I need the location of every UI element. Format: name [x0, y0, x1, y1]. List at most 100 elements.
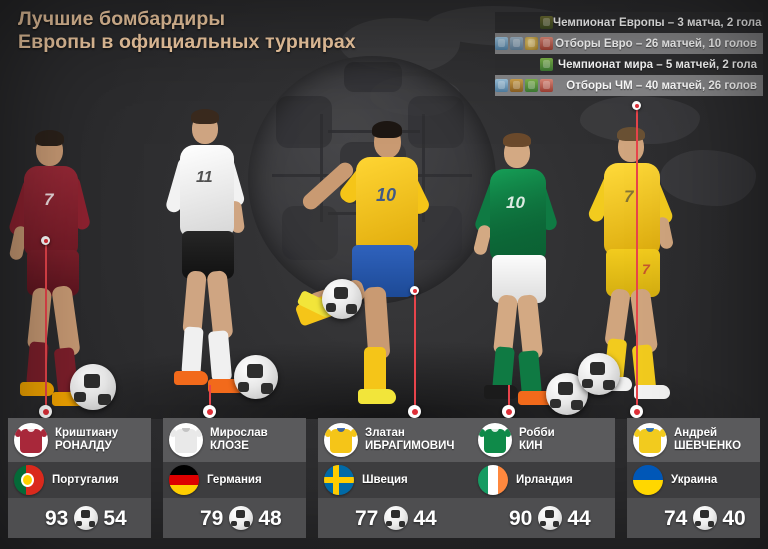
shoe-standing [358, 389, 396, 404]
legend-icons-euro-qualifiers [495, 37, 553, 50]
card-stats-row: 74 40 [627, 498, 760, 538]
euro-qualifier-icon-4 [540, 37, 553, 50]
euro-trophy-icon [540, 16, 553, 29]
matches-count: 93 [45, 506, 69, 530]
stadium-icon [170, 504, 195, 532]
country-name: Португалия [52, 474, 119, 486]
sock-front [207, 330, 233, 382]
player-last-name: КИН [519, 440, 543, 452]
card-country-row: Германия [163, 462, 306, 498]
player-card-ronaldo[interactable]: Криштиану РОНАЛДУ Португалия 93 [8, 418, 151, 538]
player-name: Криштиану РОНАЛДУ [55, 427, 118, 453]
player-figure-ronaldo: 7 [7, 126, 158, 431]
matches-count: 74 [664, 506, 688, 530]
player-last-name: РОНАЛДУ [55, 440, 112, 452]
shorts-number: 7 [642, 261, 650, 277]
connector-line-1 [45, 240, 47, 418]
card-name-row: Мирослав КЛОЗЕ [163, 418, 306, 462]
jersey-avatar-icon [169, 423, 203, 457]
stadium-icon [15, 504, 40, 532]
shoe-front [634, 385, 670, 399]
legend-row-world-cup: Чемпионат мира – 5 матчей, 2 гола [495, 54, 763, 75]
shirt-number: 7 [44, 190, 54, 209]
shirt-number: 10 [506, 193, 525, 212]
euro-qualifier-icon-1 [495, 37, 508, 50]
card-stats-row: 77 44 [318, 498, 478, 538]
leg-front [206, 270, 234, 340]
player-card-keane[interactable]: Робби КИН Ирландия 90 44 [472, 418, 615, 538]
goals-count: 54 [103, 506, 127, 530]
jersey [490, 169, 546, 261]
player-first-name: Златан [365, 427, 405, 439]
connector-line-4 [508, 385, 510, 418]
jersey-avatar-icon [633, 423, 667, 457]
stadium-icon [634, 504, 659, 532]
connector-bottom-dot-5 [630, 405, 643, 418]
card-name-row: Златан ИБРАГИМОВИЧ [318, 418, 478, 462]
player-first-name: Криштиану [55, 427, 119, 439]
matches-count: 90 [509, 506, 533, 530]
jersey [24, 166, 78, 256]
shirt-number: 7 [624, 187, 634, 206]
connector-bottom-dot-4 [502, 405, 515, 418]
player-first-name: Робби [519, 427, 555, 439]
soccer-ball [322, 279, 362, 319]
player-figure-shevchenko: 7 7 [578, 121, 760, 431]
legend-icons-wc-qualifiers [495, 79, 553, 92]
soccer-ball-icon [229, 506, 254, 530]
wc-qualifier-icon-3 [525, 79, 538, 92]
legend-label-euro-qualifiers: Отборы Евро – 26 матчей, 10 голов [555, 37, 757, 50]
player-first-name: Мирослав [210, 427, 268, 439]
player-card-ibrahimovic[interactable]: Златан ИБРАГИМОВИЧ Швеция 77 [318, 418, 478, 538]
flag-portugal-icon [14, 465, 44, 495]
country-name: Швеция [362, 474, 408, 486]
soccer-globe-watermark [248, 56, 496, 304]
player-first-name: Андрей [674, 427, 718, 439]
shirt-number: 10 [376, 185, 397, 205]
flag-ukraine-icon [633, 465, 663, 495]
soccer-ball [70, 364, 116, 410]
country-name: Германия [207, 474, 262, 486]
leg-back [182, 270, 207, 336]
matches-count: 77 [355, 506, 379, 530]
legend-row-euro-qualifiers: Отборы Евро – 26 матчей, 10 голов [495, 33, 763, 54]
country-name: Ирландия [516, 474, 573, 486]
card-country-row: Украина [627, 462, 760, 498]
hair [191, 109, 219, 124]
player-card-klose[interactable]: Мирослав КЛОЗЕ Германия 79 48 [163, 418, 306, 538]
connector-line-2 [209, 385, 211, 418]
connector-bottom-dot-2 [203, 405, 216, 418]
jersey-avatar-icon [14, 423, 48, 457]
euro-qualifier-icon-2 [510, 37, 523, 50]
sock-back [181, 326, 204, 376]
hair [35, 130, 64, 146]
shirt-number: 11 [196, 169, 213, 186]
wc-qualifier-icon-1 [495, 79, 508, 92]
goals-count: 48 [258, 506, 282, 530]
card-name-row: Криштиану РОНАЛДУ [8, 418, 151, 462]
player-figure-ibrahimovic: 10 [294, 101, 480, 431]
player-card-shevchenko[interactable]: Андрей ШЕВЧЕНКО Украина 74 40 [627, 418, 760, 538]
jersey [180, 145, 234, 237]
jersey [604, 163, 660, 255]
title-line-2: Европы в официальных турнирах [18, 31, 356, 53]
card-stats-row: 79 48 [163, 498, 306, 538]
stadium-icon [325, 504, 350, 532]
connector-line-5 [636, 105, 638, 418]
card-country-row: Ирландия [472, 462, 615, 498]
connector-bottom-dot-1 [39, 405, 52, 418]
legend-row-wc-qualifiers: Отборы ЧМ – 40 матчей, 26 голов [495, 75, 763, 96]
connector-top-dot-5 [632, 101, 641, 110]
player-last-name: ИБРАГИМОВИЧ [365, 440, 455, 452]
page-title: Лучшие бомбардиры Европы в официальных т… [18, 8, 458, 54]
soccer-ball-icon [74, 506, 99, 530]
shoe-back [484, 385, 518, 399]
legend: Чемпионат Европы – 3 матча, 2 гола Отбор… [495, 12, 763, 96]
world-cup-trophy-icon [540, 58, 553, 71]
card-name-row: Робби КИН [472, 418, 615, 462]
flag-sweden-icon [324, 465, 354, 495]
euro-qualifier-icon-3 [525, 37, 538, 50]
player-name: Мирослав КЛОЗЕ [210, 427, 268, 453]
card-name-row: Андрей ШЕВЧЕНКО [627, 418, 760, 462]
